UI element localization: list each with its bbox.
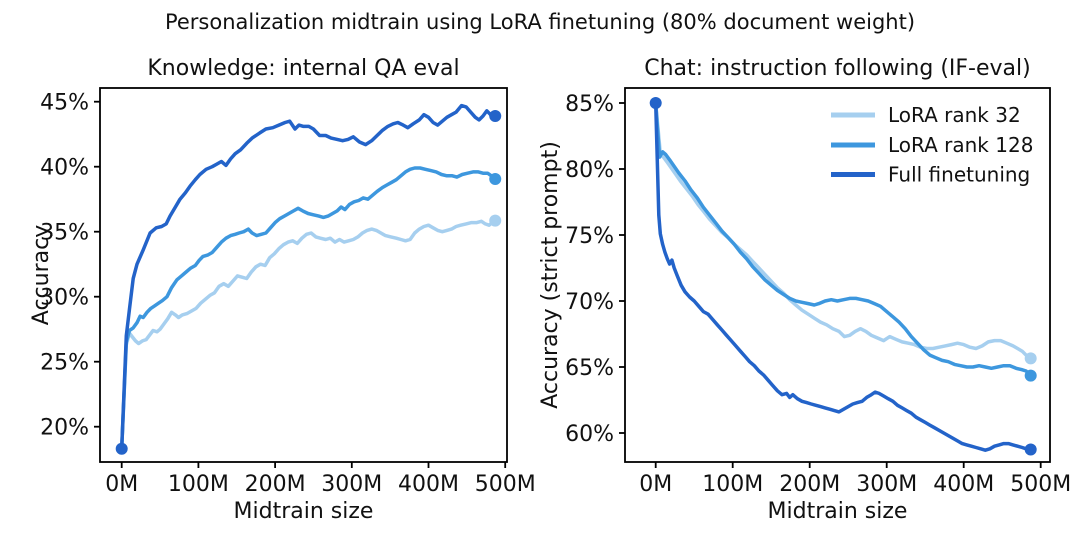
series-end-marker-lora32 [489,214,502,227]
y-tick-label: 75% [565,224,614,249]
chat-xaxis-label: Midtrain size [768,499,908,524]
legend-label-full: Full finetuning [888,163,1030,187]
y-tick-label: 35% [40,221,89,246]
legend-label-lora128: LoRA rank 128 [888,133,1033,157]
x-tick-label: 400M [398,472,459,497]
x-tick-label: 300M [856,472,917,497]
x-tick-label: 200M [779,472,840,497]
y-tick-label: 80% [565,158,614,183]
series-end-marker-full [1024,443,1037,456]
x-tick-label: 100M [168,472,229,497]
series-end-marker-lora32 [1024,352,1037,365]
x-tick-label: 100M [702,472,763,497]
chat-axes: 0M 100M 200M 300M 400M 500M 60% 65% 70% 75% 80% 85% [565,87,1071,497]
y-tick-label: 70% [565,290,614,315]
chat-legend: LoRA rank 32 LoRA rank 128 Full finetuning [831,103,1033,187]
series-line-lora32 [653,101,1033,361]
y-tick-label: 20% [40,416,89,441]
series-line-full [119,103,497,451]
series-line-full [653,101,1033,452]
series-start-marker-full [115,442,128,455]
chat-plot-title: Chat: instruction following (IF-eval) [644,56,1030,81]
series-end-marker-lora128 [1024,369,1037,382]
knowledge-yaxis-label: Accuracy [29,225,54,325]
series-start-marker-full [649,97,662,109]
series-end-marker-lora128 [489,173,502,186]
series-line-lora128 [653,101,1033,378]
legend-label-lora32: LoRA rank 32 [888,103,1021,127]
figure-suptitle: Personalization midtrain using LoRA fine… [165,10,915,34]
axes-spines [99,87,508,463]
x-tick-label: 0M [105,472,138,497]
plot-chat-ifeval: Chat: instruction following (IF-eval) Mi… [538,56,1071,524]
x-tick-label: 300M [321,472,382,497]
y-tick-label: 60% [565,422,614,447]
x-tick-label: 500M [1010,472,1071,497]
x-tick-label: 200M [245,472,306,497]
series-line-lora32 [119,218,497,451]
knowledge-axes: 0M 100M 200M 300M 400M 500M 20% 25% 30% 35% 40% 45% [40,87,536,497]
x-tick-label: 500M [475,472,536,497]
y-tick-label: 25% [40,351,89,376]
y-tick-label: 85% [565,92,614,117]
knowledge-plot-title: Knowledge: internal QA eval [147,56,459,81]
x-tick-label: 400M [933,472,994,497]
chat-yaxis-label: Accuracy (strict prompt) [538,141,563,409]
chat-series [649,97,1037,456]
axes-spines [624,87,1051,463]
y-tick-label: 45% [40,91,89,116]
knowledge-xaxis-label: Midtrain size [234,499,374,524]
knowledge-series [115,103,502,455]
x-tick-label: 0M [639,472,672,497]
series-end-marker-full [489,110,502,122]
series-line-lora128 [119,166,497,451]
y-tick-label: 65% [565,356,614,381]
plot-knowledge-qa: Knowledge: internal QA eval Midtrain siz… [29,56,536,524]
y-tick-label: 40% [40,156,89,181]
y-tick-label: 30% [40,286,89,311]
